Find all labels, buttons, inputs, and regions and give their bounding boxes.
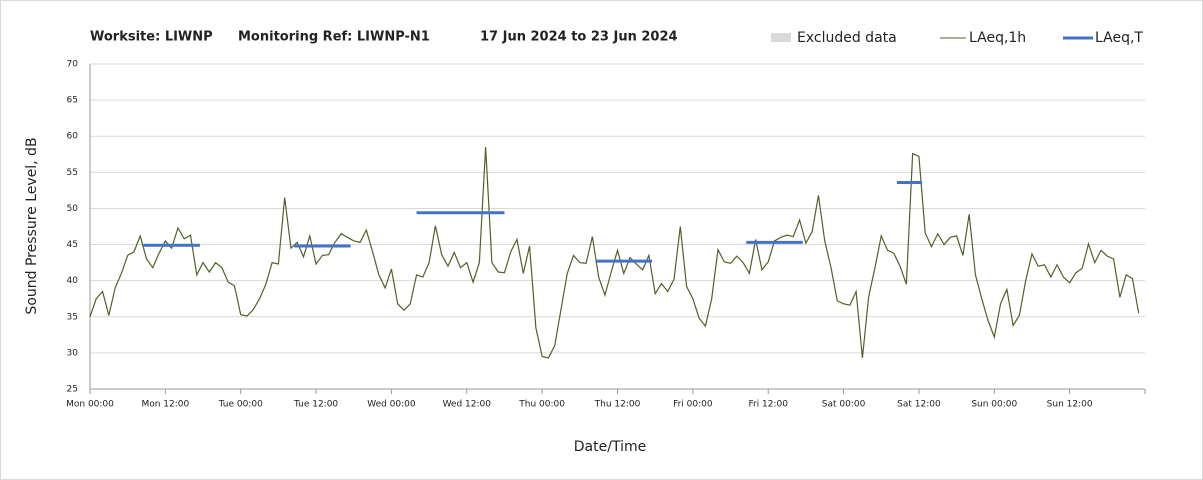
- y-tick-label: 65: [67, 96, 78, 106]
- title-ref: Monitoring Ref: LIWNP-N1: [238, 30, 430, 45]
- legend-laeq1h: LAeq,1h: [969, 30, 1026, 46]
- legend-laeqt: LAeq,T: [1095, 30, 1143, 46]
- x-tick-label: Sat 12:00: [897, 400, 941, 410]
- x-tick-label: Thu 00:00: [518, 400, 565, 410]
- legend-swatch-excluded: [771, 33, 791, 42]
- y-tick-label: 70: [67, 60, 79, 70]
- x-tick-label: Wed 12:00: [443, 400, 492, 410]
- y-tick-label: 60: [67, 132, 79, 142]
- x-tick-label: Sun 00:00: [971, 400, 1017, 410]
- y-tick-label: 25: [67, 385, 78, 395]
- y-tick-label: 55: [67, 168, 78, 178]
- title-worksite: Worksite: LIWNP: [90, 30, 213, 45]
- x-tick-label: Fri 12:00: [748, 400, 788, 410]
- y-tick-label: 45: [67, 240, 78, 250]
- x-tick-label: Mon 00:00: [66, 400, 114, 410]
- x-axis-title: Date/Time: [574, 439, 646, 455]
- x-tick-label: Wed 00:00: [367, 400, 416, 410]
- y-tick-label: 30: [67, 348, 79, 358]
- x-tick-label: Tue 12:00: [293, 400, 338, 410]
- x-tick-label: Fri 00:00: [673, 400, 713, 410]
- x-tick-label: Sat 00:00: [822, 400, 866, 410]
- y-tick-label: 35: [67, 312, 78, 322]
- legend-excluded: Excluded data: [797, 30, 897, 46]
- x-tick-label: Tue 00:00: [218, 400, 263, 410]
- y-tick-label: 50: [67, 204, 79, 214]
- y-tick-label: 40: [67, 276, 79, 286]
- x-tick-label: Sun 12:00: [1047, 400, 1093, 410]
- x-tick-label: Mon 12:00: [141, 400, 189, 410]
- x-tick-label: Thu 12:00: [594, 400, 641, 410]
- title-dates: 17 Jun 2024 to 23 Jun 2024: [480, 30, 678, 45]
- y-axis-title: Sound Pressure Level, dB: [24, 137, 40, 314]
